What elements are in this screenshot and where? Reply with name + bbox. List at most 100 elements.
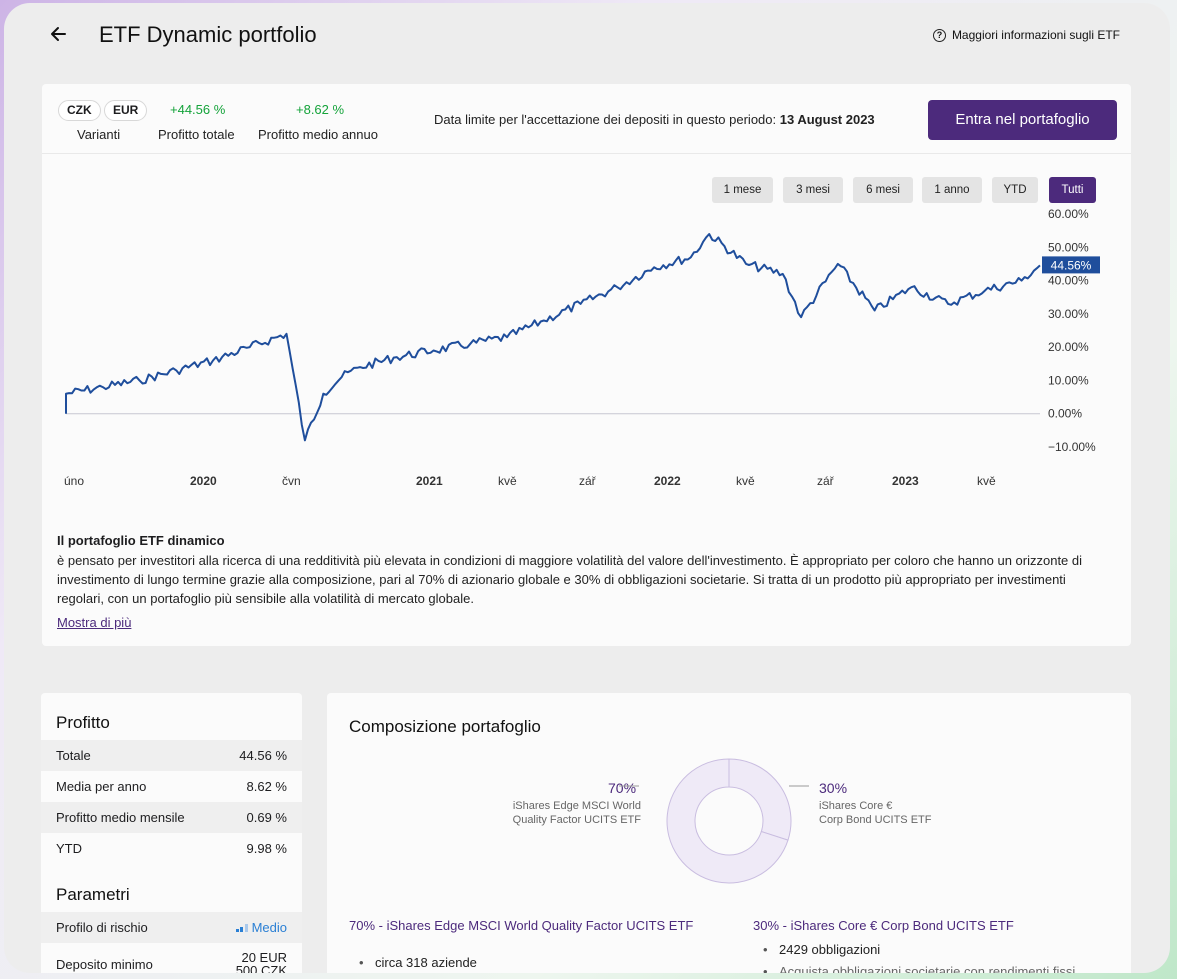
x-tick-label: 2021 [416,474,443,488]
show-more-link[interactable]: Mostra di più [57,615,132,630]
x-tick-label: kvě [736,474,755,488]
fund-1-bullet: circa 318 aziende [359,955,477,970]
enter-portfolio-button[interactable]: Entra nel portafoglio [928,100,1117,140]
range-6-months-button[interactable]: 6 mesi [853,177,913,203]
profit-card: Profitto Totale 44.56 % Media per anno 8… [41,693,302,973]
profit-row-value: 0.69 % [246,810,287,825]
y-axis: 60.00% 50.00% 40.00% 30.00% 20.00% 10.00% 0.00… [1048,207,1096,454]
current-value-label: 44.56% [1051,258,1092,272]
y-tick-label: 0.00% [1048,407,1082,421]
x-axis: úno 2020 čvn 2021 kvě zář 2022 kvě zář 2023 kvě [64,474,996,488]
help-icon: ? [932,28,946,42]
composition-donut [666,758,792,884]
param-row-deposit: Deposito minimo 20 EUR 500 CZK [41,946,302,973]
x-tick-label: 2022 [654,474,681,488]
total-profit-label: Profitto totale [158,127,235,142]
y-tick-label: 40.00% [1048,274,1089,288]
fund-2-heading[interactable]: 30% - iShares Core € Corp Bond UCITS ETF [753,918,1014,933]
deposit-label: Deposito minimo [56,956,153,972]
x-tick-label: 2023 [892,474,919,488]
currency-chip-czk[interactable]: CZK [58,100,101,121]
description-body: è pensato per investitori alla ricerca d… [57,553,1083,606]
range-1-month-button[interactable]: 1 mese [712,177,773,203]
range-1-year-button[interactable]: 1 anno [922,177,982,203]
x-tick-label: úno [64,474,84,488]
x-tick-label: 2020 [190,474,217,488]
x-tick-label: kvě [977,474,996,488]
profit-row-value: 9.98 % [246,841,287,856]
y-tick-label: 10.00% [1048,373,1089,387]
fund-1-heading[interactable]: 70% - iShares Edge MSCI World Quality Fa… [349,918,694,933]
composition-title: Composizione portafoglio [349,717,541,736]
risk-level-icon [235,923,248,932]
deposit-value: 20 EUR 500 CZK [236,951,287,973]
y-tick-label: 30.00% [1048,307,1089,321]
variants-label: Varianti [77,127,121,142]
deposit-eur: 20 EUR [241,950,287,965]
y-tick-label: 50.00% [1048,240,1089,254]
x-tick-label: zář [817,474,835,488]
description-title: Il portafoglio ETF dinamico [57,533,225,548]
donut-slice-bonds [728,758,792,841]
donut-slice-equities [666,758,789,884]
y-tick-label: 60.00% [1048,207,1089,221]
current-value-badge: 44.56% [1042,256,1100,274]
param-row-risk: Profilo di rischio Medio [41,912,302,943]
composition-card: Composizione portafoglio 70% iShares Edg… [327,693,1131,973]
currency-chip-eur[interactable]: EUR [104,100,148,121]
fund-2-connector [789,785,809,787]
total-profit-value: +44.56 % [170,102,226,117]
profit-row-label: YTD [56,841,82,856]
avg-profit-label: Profitto medio annuo [258,127,378,142]
profit-row-value: 8.62 % [246,779,287,794]
current-value-badge-bg [1042,256,1100,274]
profit-row-ytd: YTD 9.98 % [41,833,302,864]
risk-value: Medio [235,920,287,935]
range-ytd-button[interactable]: YTD [992,177,1038,203]
fund-1-connector [619,785,639,787]
back-arrow-icon[interactable] [48,23,70,45]
portfolio-overview-card: CZK EUR Varianti +44.56 % Profitto total… [42,84,1131,646]
page-title: ETF Dynamic portfolio [99,22,317,47]
deposit-czk: 500 CZK [235,963,287,973]
fund-2-name: iShares Core € Corp Bond UCITS ETF [819,799,931,827]
x-tick-label: čvn [282,474,301,488]
params-title: Parametri [56,885,130,904]
risk-label: Profilo di rischio [56,920,148,935]
fund-2-name-line2: Corp Bond UCITS ETF [819,814,932,826]
x-tick-label: zář [579,474,597,488]
fund-2-bullet: 2429 obbligazioni [763,942,880,957]
profit-row-label: Profitto medio mensile [56,810,185,825]
profit-row-value: 44.56 % [239,748,287,763]
deadline-date: 13 August 2023 [779,112,875,127]
fund-1-percent: 70% [608,780,637,796]
performance-line [65,233,1041,442]
profit-row-total: Totale 44.56 % [41,740,302,771]
x-tick-label: kvě [498,474,517,488]
profit-row-label: Totale [56,748,91,763]
fund-1-name-line1: iShares Edge MSCI World [512,800,641,812]
range-3-months-button[interactable]: 3 mesi [783,177,843,203]
etf-info-link-label: Maggiori informazioni sugli ETF [951,28,1120,42]
performance-chart: 60.00% 50.00% 40.00% 30.00% 20.00% 10.00% 0.00… [64,207,1100,488]
profit-title: Profitto [56,713,110,732]
summary-row: CZK EUR Varianti +44.56 % Profitto total… [42,84,1131,154]
y-tick-label: 20.00% [1048,340,1089,354]
fund-2-name-line1: iShares Core € [819,800,893,812]
profit-row-label: Media per anno [56,779,147,794]
app-frame: ETF Dynamic portfolio ? Maggiori informa… [4,3,1170,973]
fund-1-name-line2: Quality Factor UCITS ETF [512,814,641,826]
avg-profit-value: +8.62 % [296,102,345,117]
y-tick-label: −10.00% [1048,440,1096,454]
range-all-button[interactable]: Tutti [1049,177,1096,203]
fund-1-name: iShares Edge MSCI World Quality Factor U… [513,799,641,827]
deposit-deadline: Data limite per l'accettazione dei depos… [434,112,875,127]
fund-2-bullet: Acquista obbligazioni societarie con ren… [763,964,1075,973]
deadline-text: Data limite per l'accettazione dei depos… [434,112,777,127]
etf-info-link[interactable]: ? Maggiori informazioni sugli ETF [932,28,1120,42]
risk-value-label: Medio [251,920,287,935]
fund-2-percent: 30% [819,780,848,796]
profit-row-annual: Media per anno 8.62 % [41,771,302,802]
top-bar: ETF Dynamic portfolio ? Maggiori informa… [4,3,1170,75]
profit-row-monthly: Profitto medio mensile 0.69 % [41,802,302,833]
